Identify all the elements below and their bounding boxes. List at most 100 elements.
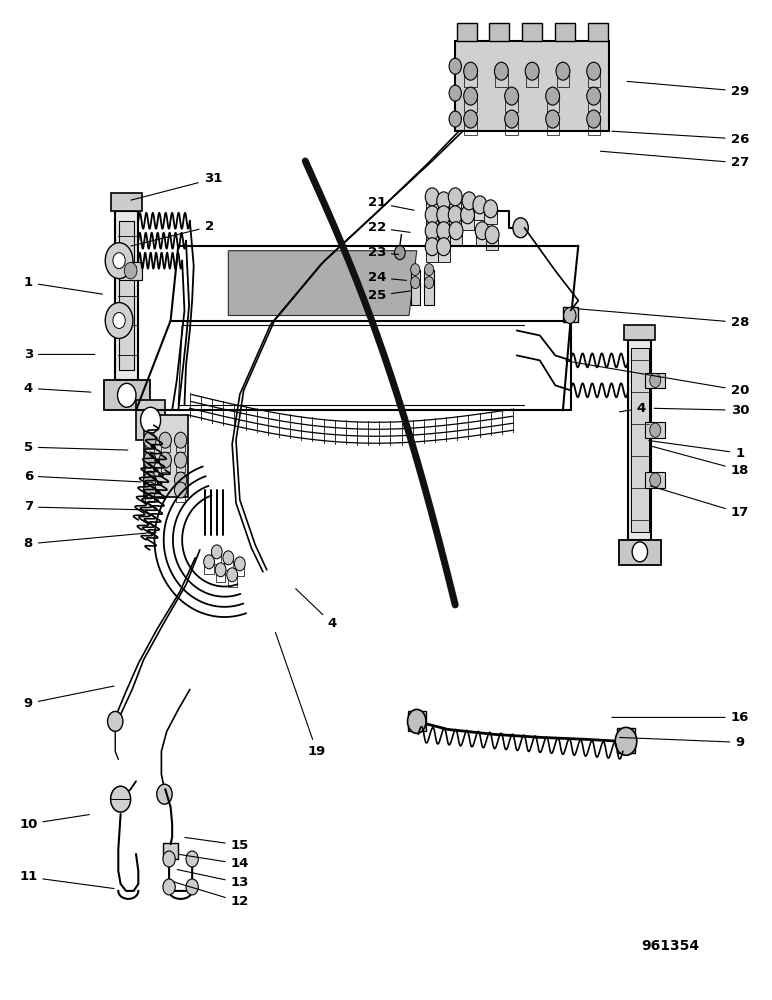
Circle shape [461,206,475,224]
Bar [631,348,649,532]
Bar [119,262,142,280]
Text: 3: 3 [24,348,95,361]
Text: 20: 20 [566,361,749,397]
Bar [547,99,559,112]
Circle shape [425,222,439,240]
Text: 19: 19 [276,632,326,758]
Bar [144,415,188,497]
Circle shape [484,200,497,218]
Bar [645,373,665,388]
Text: 25: 25 [367,289,410,302]
Text: 16: 16 [612,711,749,724]
Bar [587,23,608,41]
Circle shape [174,472,187,488]
Circle shape [117,383,136,407]
Bar [557,74,569,87]
Circle shape [632,542,648,562]
Bar [457,23,477,41]
Polygon shape [229,251,417,316]
Text: 10: 10 [19,815,90,831]
Bar [161,442,170,452]
Circle shape [505,110,519,128]
Circle shape [174,452,187,468]
Bar [495,74,507,87]
Bar [145,442,154,452]
Bar [476,233,489,246]
Bar [489,23,510,41]
Text: 31: 31 [131,172,222,200]
Circle shape [473,196,487,214]
Bar [438,233,450,246]
Bar [145,462,154,472]
Bar [425,270,434,292]
Circle shape [449,111,462,127]
Text: 7: 7 [24,500,147,513]
Bar [645,472,665,488]
Text: 29: 29 [627,81,749,98]
Bar [425,283,434,305]
Circle shape [394,246,405,260]
Bar [449,217,462,230]
Text: 13: 13 [178,870,249,889]
Bar [438,217,450,230]
Text: 18: 18 [650,446,749,477]
Bar [465,74,477,87]
Circle shape [546,87,560,105]
Bar [645,422,665,438]
Circle shape [464,62,478,80]
Circle shape [437,222,451,240]
Bar [145,482,154,492]
Text: 30: 30 [654,404,749,417]
Bar [205,564,214,574]
Bar [526,74,538,87]
Bar [563,307,578,322]
Bar [176,442,185,452]
Circle shape [110,786,130,812]
Bar [426,217,438,230]
Bar [235,566,245,576]
Bar [145,492,154,502]
Circle shape [650,473,661,487]
Bar [176,492,185,502]
Circle shape [408,709,426,733]
Bar [163,843,178,859]
Circle shape [615,727,637,755]
Circle shape [587,110,601,128]
Bar [485,211,496,224]
Circle shape [425,264,434,276]
Text: 1: 1 [648,441,744,460]
Circle shape [437,206,451,224]
Circle shape [105,243,133,279]
Circle shape [425,188,439,206]
Circle shape [223,551,234,565]
Circle shape [212,545,222,559]
Circle shape [113,313,125,328]
Bar [506,99,518,112]
Bar [587,122,600,135]
Circle shape [505,87,519,105]
Bar [111,193,142,211]
Bar [103,380,150,410]
Bar [115,211,138,380]
Circle shape [556,62,570,80]
Text: 961354: 961354 [642,939,699,953]
Text: 4: 4 [619,402,646,415]
Bar [474,207,486,220]
Circle shape [650,373,661,387]
Text: 23: 23 [367,246,398,259]
Circle shape [141,407,161,433]
Circle shape [411,264,420,276]
Circle shape [186,879,198,895]
Bar [426,199,438,212]
Bar [426,249,438,262]
Bar [465,122,477,135]
Bar [547,122,559,135]
Text: 26: 26 [612,131,749,146]
Text: 1: 1 [24,276,103,294]
Bar [587,74,600,87]
Text: 15: 15 [185,837,249,852]
Bar [438,203,450,216]
Circle shape [449,58,462,74]
Circle shape [587,62,601,80]
Circle shape [587,87,601,105]
